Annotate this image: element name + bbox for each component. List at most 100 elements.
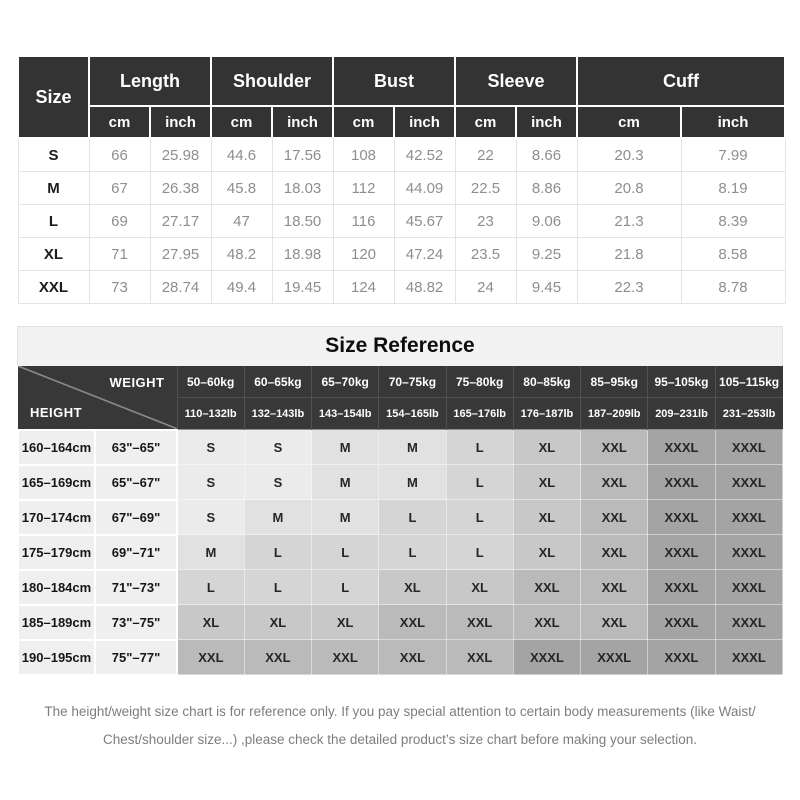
measurement-unit-row: cm inch cm inch cm inch cm inch cm inch bbox=[18, 105, 787, 139]
unit-header: cm bbox=[210, 105, 273, 139]
measurement-value: 21.8 bbox=[576, 237, 682, 271]
measurement-value: 26.38 bbox=[149, 171, 212, 205]
measurement-value: 48.82 bbox=[393, 270, 456, 304]
height-cm-cell: 160–164cm bbox=[17, 428, 96, 466]
size-reference-row: 175–179cm 69"–71" M L L L L XL XXL XXXL XXXL bbox=[17, 533, 784, 571]
weight-kg-header: 50–60kg bbox=[176, 366, 245, 398]
height-in-cell: 67"–69" bbox=[94, 498, 178, 536]
measurement-value: 120 bbox=[332, 237, 395, 271]
measurement-value: 22.3 bbox=[576, 270, 682, 304]
recommended-size-cell: S bbox=[243, 429, 313, 465]
measurement-value: 7.99 bbox=[680, 137, 786, 172]
measurement-value: 27.95 bbox=[149, 237, 212, 271]
recommended-size-cell: L bbox=[445, 534, 514, 570]
weight-lb-header: 165–176lb bbox=[445, 397, 514, 430]
recommended-size-cell: L bbox=[176, 569, 245, 605]
measurement-value: 23.5 bbox=[454, 237, 517, 271]
height-weight-corner-cell: WEIGHT HEIGHT bbox=[18, 366, 178, 430]
measurement-value: 45.67 bbox=[393, 204, 456, 238]
measure-group-header: Bust bbox=[332, 55, 457, 107]
recommended-size-cell: S bbox=[176, 429, 245, 465]
recommended-size-cell: XXXL bbox=[647, 534, 716, 570]
recommended-size-cell: M bbox=[311, 464, 380, 500]
recommended-size-cell: XXL bbox=[243, 639, 313, 675]
size-reference-row: 185–189cm 73"–75" XL XL XL XXL XXL XXL XXL XXXL XX… bbox=[17, 603, 784, 641]
weight-lb-header: 209–231lb bbox=[647, 397, 716, 430]
measurement-value: 9.06 bbox=[515, 204, 578, 238]
height-cm-cell: 180–184cm bbox=[17, 568, 96, 606]
recommended-size-cell: XXXL bbox=[714, 534, 784, 570]
measurement-value: 28.74 bbox=[149, 270, 212, 304]
recommended-size-cell: XL bbox=[445, 569, 514, 605]
recommended-size-cell: XXXL bbox=[512, 639, 582, 675]
recommended-size-cell: XXXL bbox=[714, 499, 784, 535]
recommended-size-cell: L bbox=[378, 534, 447, 570]
measurement-value: 19.45 bbox=[271, 270, 334, 304]
measurement-value: 18.50 bbox=[271, 204, 334, 238]
diagonal-divider-icon bbox=[18, 366, 177, 429]
weight-lb-header: 187–209lb bbox=[580, 397, 648, 430]
measurement-value: 25.98 bbox=[149, 137, 212, 172]
recommended-size-cell: M bbox=[311, 429, 380, 465]
weight-kg-header: 70–75kg bbox=[378, 366, 447, 398]
measurement-value: 8.66 bbox=[515, 137, 578, 172]
size-reference-row: 165–169cm 65"–67" S S M M L XL XXL XXXL XXXL bbox=[17, 463, 784, 501]
recommended-size-cell: XXXL bbox=[647, 429, 716, 465]
size-label: XXL bbox=[17, 270, 90, 304]
measurement-row: M 67 26.38 45.8 18.03 112 44.09 22.5 8.86 20.8 8.1… bbox=[17, 171, 786, 205]
weight-kg-header: 105–115kg bbox=[714, 366, 783, 398]
recommended-size-cell: M bbox=[311, 499, 380, 535]
height-cm-cell: 185–189cm bbox=[17, 603, 96, 641]
measure-group-header: Length bbox=[88, 55, 212, 107]
size-reference-section: Size Reference WEIGHT HEIGHT 50–60kg 60–6… bbox=[17, 326, 784, 676]
recommended-size-cell: XXXL bbox=[647, 639, 716, 675]
measurement-value: 47.24 bbox=[393, 237, 456, 271]
weight-lb-header: 176–187lb bbox=[512, 397, 581, 430]
measurement-row: XXL 73 28.74 49.4 19.45 124 48.82 24 9.45 22.3 8.7… bbox=[17, 270, 786, 304]
measurement-value: 8.19 bbox=[680, 171, 786, 205]
recommended-size-cell: L bbox=[445, 499, 514, 535]
weight-lb-header: 110–132lb bbox=[176, 397, 245, 430]
measurement-table: Size Length Shoulder Bust Sleeve Cuff cm inch… bbox=[17, 55, 787, 304]
recommended-size-cell: XXXL bbox=[647, 569, 716, 605]
recommended-size-cell: M bbox=[378, 464, 447, 500]
measurement-value: 71 bbox=[88, 237, 151, 271]
measurement-value: 44.09 bbox=[393, 171, 456, 205]
unit-header: cm bbox=[332, 105, 396, 139]
measurement-table-body: S 66 25.98 44.6 17.56 108 42.52 22 8.66 20.3 7.99 M… bbox=[17, 137, 786, 304]
recommended-size-cell: XXXL bbox=[714, 429, 784, 465]
size-label: L bbox=[17, 204, 90, 238]
recommended-size-cell: M bbox=[176, 534, 245, 570]
weight-kg-header: 65–70kg bbox=[311, 366, 379, 398]
recommended-size-cell: XL bbox=[512, 499, 582, 535]
measurement-value: 42.52 bbox=[393, 137, 456, 172]
measurement-value: 8.78 bbox=[680, 270, 786, 304]
size-reference-header: WEIGHT HEIGHT 50–60kg 60–65kg 65–70kg 70–75… bbox=[18, 366, 783, 430]
measurement-value: 27.17 bbox=[149, 204, 212, 238]
measurement-value: 9.25 bbox=[515, 237, 578, 271]
measurement-value: 21.3 bbox=[576, 204, 682, 238]
weight-lb-header: 132–143lb bbox=[243, 397, 312, 430]
recommended-size-cell: L bbox=[311, 569, 380, 605]
recommended-size-cell: XXXL bbox=[580, 639, 649, 675]
weight-kg-header: 95–105kg bbox=[647, 366, 716, 398]
measurement-value: 44.6 bbox=[210, 137, 273, 172]
recommended-size-cell: XXL bbox=[378, 604, 447, 640]
measurement-value: 66 bbox=[88, 137, 151, 172]
size-reference-row: 180–184cm 71"–73" L L L XL XL XXL XXL XXXL XXXL bbox=[17, 568, 784, 606]
recommended-size-cell: XXL bbox=[512, 604, 582, 640]
measurement-row: L 69 27.17 47 18.50 116 45.67 23 9.06 21.3 8.39 bbox=[17, 204, 786, 238]
recommended-size-cell: XXL bbox=[176, 639, 245, 675]
recommended-size-cell: M bbox=[243, 499, 313, 535]
height-cm-cell: 175–179cm bbox=[17, 533, 96, 571]
recommended-size-cell: XXXL bbox=[647, 464, 716, 500]
recommended-size-cell: XXL bbox=[580, 604, 649, 640]
unit-header: cm bbox=[88, 105, 151, 139]
measurement-value: 47 bbox=[210, 204, 273, 238]
height-in-cell: 71"–73" bbox=[94, 568, 178, 606]
size-chart-page: Size Length Shoulder Bust Sleeve Cuff cm inch… bbox=[17, 55, 787, 747]
weight-axis-label: WEIGHT bbox=[109, 375, 165, 390]
recommended-size-cell: M bbox=[378, 429, 447, 465]
recommended-size-cell: XL bbox=[378, 569, 447, 605]
measurement-table-header: Size Length Shoulder Bust Sleeve Cuff cm inch… bbox=[17, 55, 787, 139]
